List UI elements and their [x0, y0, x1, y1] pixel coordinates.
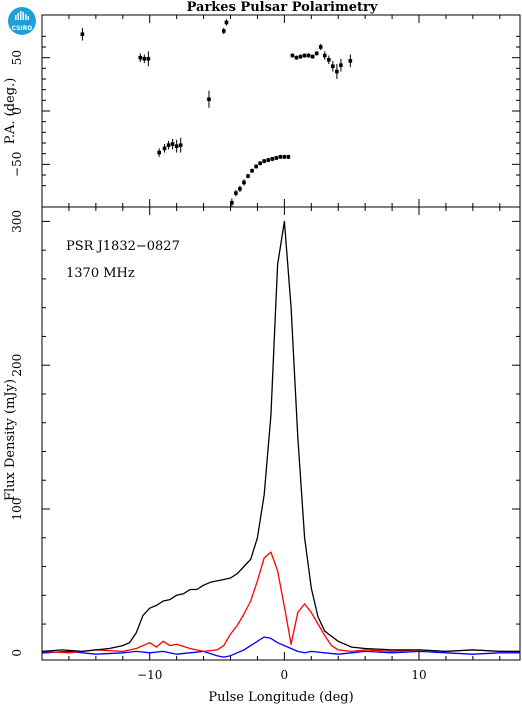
- flux-ytick-label: 200: [10, 354, 24, 377]
- pa-panel: 50 0 −50 P.A. (deg.): [3, 14, 521, 208]
- pa-point: [224, 20, 229, 25]
- logo-text: CSIRO: [12, 25, 33, 32]
- pa-point: [207, 97, 211, 102]
- flux-ytick-label: 0: [10, 649, 24, 657]
- flux-panel-ticks: [41, 207, 520, 660]
- pa-point: [246, 174, 250, 178]
- pa-point: [322, 53, 327, 58]
- pa-point: [270, 157, 275, 161]
- chart-title: Parkes Pulsar Polarimetry: [187, 0, 378, 15]
- pa-point: [306, 53, 311, 58]
- pa-point: [170, 142, 175, 146]
- linear-polarization-line: [41, 551, 520, 654]
- pa-point: [166, 143, 171, 147]
- flux-ylabel: Flux Density (mJy): [3, 379, 18, 501]
- pa-point: [274, 156, 279, 160]
- flux-series: [41, 220, 520, 658]
- pa-point: [250, 168, 254, 173]
- pa-point: [221, 29, 226, 33]
- pa-point: [286, 155, 291, 159]
- pa-ytick-label: 0: [10, 107, 24, 115]
- circular-polarization-line: [41, 636, 520, 658]
- flux-ytick-labels: 0 100 200 300: [10, 210, 24, 657]
- pa-points: [80, 19, 353, 207]
- pa-point: [230, 200, 234, 205]
- pa-point: [142, 56, 147, 61]
- pa-point: [282, 155, 287, 159]
- pa-point: [298, 54, 303, 59]
- pa-point: [80, 32, 85, 36]
- flux-ytick-label: 300: [10, 210, 24, 233]
- pa-point: [314, 51, 319, 56]
- pa-point: [178, 143, 183, 147]
- pa-point: [238, 187, 242, 191]
- total-intensity-line: [41, 220, 520, 653]
- pa-point: [254, 164, 258, 169]
- pa-point: [242, 180, 246, 185]
- csiro-logo: CSIRO: [8, 7, 36, 35]
- pa-point: [266, 158, 271, 162]
- pa-point: [327, 58, 331, 62]
- flux-xtick-label: 0: [281, 668, 289, 682]
- pa-point: [146, 56, 151, 61]
- pa-ytick-label: 50: [10, 50, 24, 65]
- flux-xtick-labels: −10 0 10: [137, 668, 427, 682]
- pa-ytick-label: −50: [10, 152, 24, 177]
- pa-ytick-labels: 50 0 −50: [10, 50, 24, 177]
- pa-point: [162, 146, 167, 151]
- flux-panel-frame: [41, 206, 521, 661]
- pa-point: [138, 55, 143, 60]
- pa-point: [262, 159, 266, 163]
- pa-point: [310, 54, 315, 59]
- pa-point: [348, 59, 353, 63]
- frequency-annotation: 1370 MHz: [66, 266, 135, 281]
- psr-name-annotation: PSR J1832−0827: [66, 239, 180, 254]
- pa-point: [258, 161, 262, 166]
- pa-point: [290, 53, 295, 58]
- pa-point: [302, 53, 307, 58]
- pa-point: [294, 55, 299, 60]
- pa-panel-ticks: [41, 15, 520, 207]
- pa-ylabel: P.A. (deg.): [3, 78, 18, 145]
- pa-point: [174, 144, 179, 148]
- pa-point: [278, 155, 283, 159]
- flux-xtick-label: −10: [137, 668, 162, 682]
- pa-point: [318, 45, 323, 49]
- pa-point: [339, 63, 343, 67]
- pa-point: [157, 150, 161, 155]
- flux-ytick-label: 100: [10, 498, 24, 521]
- pa-point: [331, 64, 335, 68]
- flux-xlabel: Pulse Longitude (deg): [208, 690, 353, 705]
- flux-xtick-label: 10: [411, 668, 426, 682]
- pa-point: [335, 69, 339, 74]
- flux-panel: 0 100 200 300 −10 0 10 PSR J1832−0827 1370 MH…: [3, 206, 521, 705]
- pa-point: [234, 191, 238, 195]
- pa-panel-frame: [41, 14, 521, 208]
